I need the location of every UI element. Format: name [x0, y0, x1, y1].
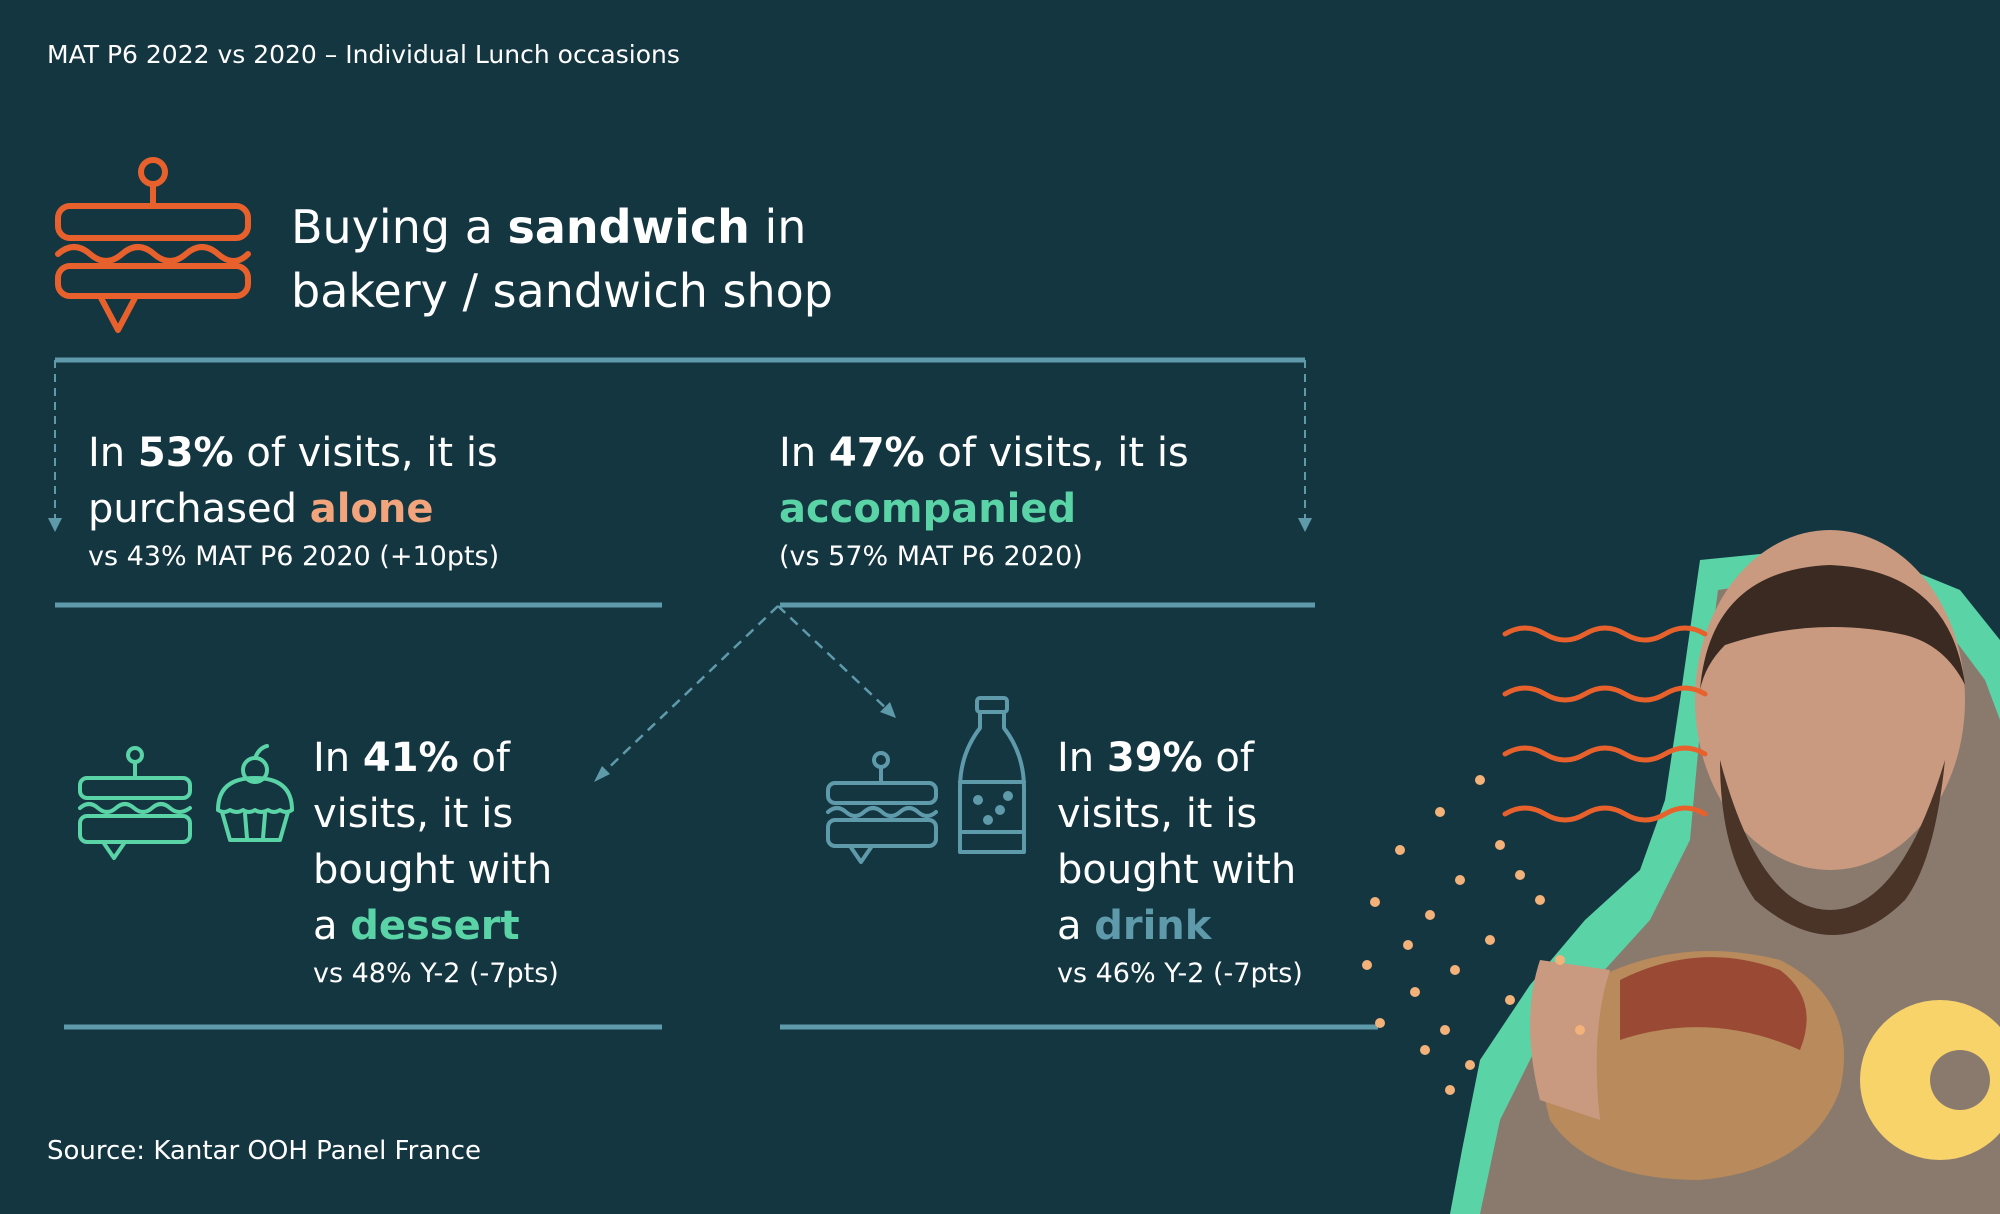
bottle-icon: [958, 696, 1026, 854]
compare-alone: vs 43% MAT P6 2020 (+10pts): [88, 541, 500, 572]
cupcake-icon: [216, 744, 294, 842]
headline: Buying a sandwich in bakery / sandwich s…: [291, 195, 991, 323]
headline-line1: Buying a sandwich in: [291, 200, 807, 254]
split-arrows: [594, 605, 896, 782]
compare-accompanied: (vs 57% MAT P6 2020): [779, 541, 1083, 572]
stat-dessert: In 41% of visits, it is bought with a de…: [313, 730, 713, 994]
keyword-alone: alone: [309, 486, 434, 532]
man-eating-sandwich-illustration: [1450, 530, 2000, 1214]
bracket-top: [48, 357, 1312, 532]
compare-drink: vs 46% Y-2 (-7pts): [1057, 958, 1303, 989]
keyword-dessert: dessert: [350, 903, 520, 949]
headline-line2: bakery / sandwich shop: [291, 264, 834, 318]
keyword-drink: drink: [1094, 903, 1212, 949]
compare-dessert: vs 48% Y-2 (-7pts): [313, 958, 559, 989]
page-subtitle: MAT P6 2022 vs 2020 – Individual Lunch o…: [47, 40, 680, 69]
sandwich-icon: [55, 157, 251, 333]
stat-accompanied: In 47% of visits, it is accompanied (vs …: [779, 425, 1339, 577]
dots-decoration: [1362, 775, 1585, 1095]
stat-drink: In 39% of visits, it is bought with a dr…: [1057, 730, 1457, 994]
sandwich-icon: [78, 746, 192, 860]
stat-alone: In 53% of visits, it is purchased alone …: [88, 425, 648, 577]
wavy-lines-decoration: [1502, 625, 1708, 823]
keyword-accompanied: accompanied: [779, 486, 1077, 532]
sandwich-icon: [826, 751, 938, 864]
source-note: Source: Kantar OOH Panel France: [47, 1136, 482, 1166]
